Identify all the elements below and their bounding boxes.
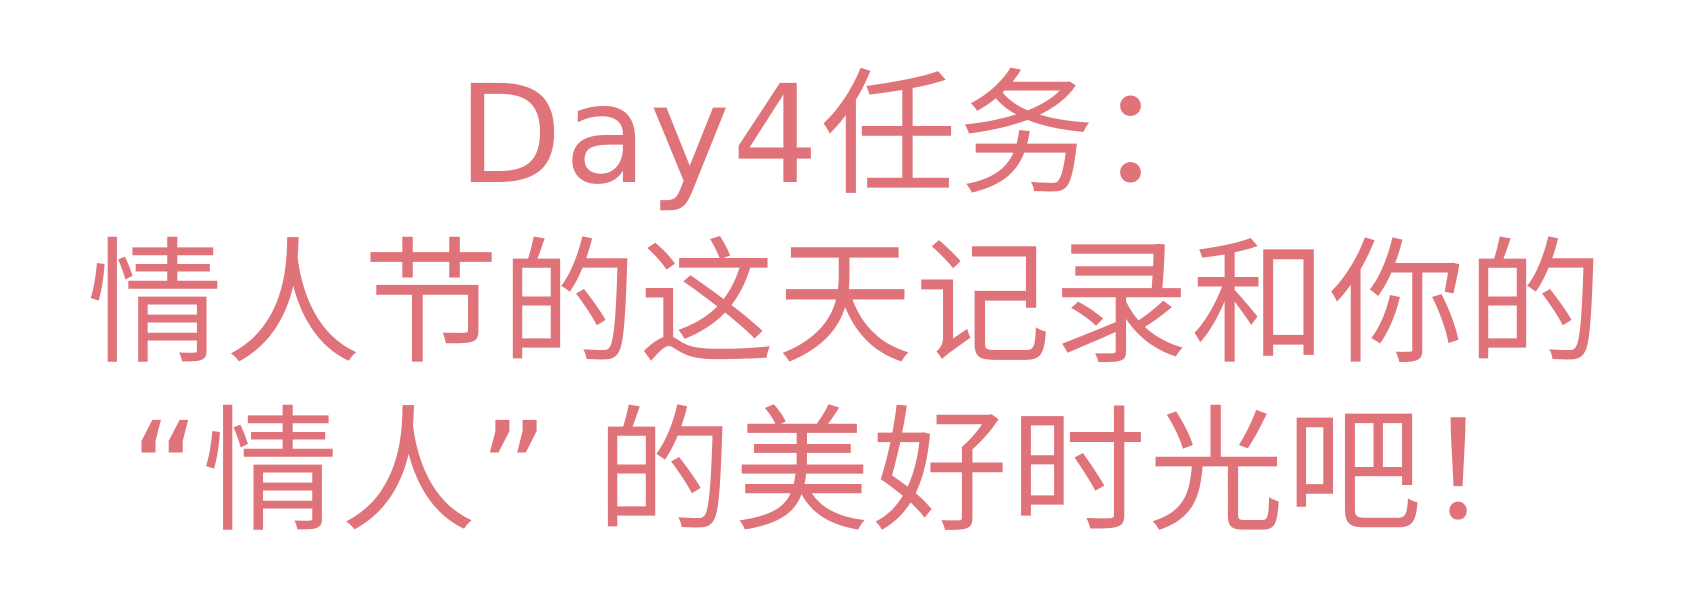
task-line-1: 情人节的这天记录和你的	[87, 225, 1605, 384]
task-title: Day4任务：	[457, 57, 1235, 216]
task-line-2: “情人” 的美好时光吧！	[129, 394, 1563, 553]
